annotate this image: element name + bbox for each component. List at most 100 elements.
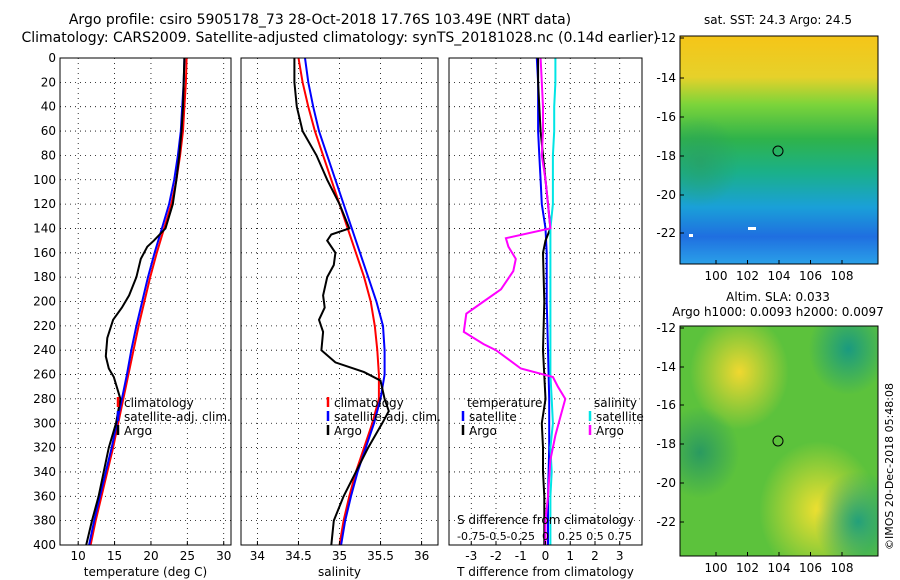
y-tick-label: 20 <box>41 75 56 89</box>
map-x-tick-label: 100 <box>705 561 728 575</box>
footer-credit: ©IMOS 20-Dec-2018 05:48:08 <box>883 383 896 550</box>
y-tick-label: 100 <box>33 173 56 187</box>
y-tick-label: 140 <box>33 221 56 235</box>
secondary-tick-label: -0.5 <box>485 530 506 543</box>
x-tick-label: 35 <box>332 549 347 563</box>
y-tick-label: 240 <box>33 343 56 357</box>
secondary-tick-label: 0.25 <box>558 530 583 543</box>
map-y-tick-label: -22 <box>656 515 676 529</box>
map-x-tick-label: 104 <box>768 561 791 575</box>
y-tick-label: 260 <box>33 368 56 382</box>
map-x-tick-label: 102 <box>736 269 759 283</box>
x-axis-label: temperature (deg C) <box>84 565 207 579</box>
legend-entry: Argo <box>334 424 362 438</box>
series-line-salinity-argo <box>462 57 567 545</box>
salinity-panel: 34 34.5 35 35.5 36 salinity climatologysatelli… <box>240 57 441 579</box>
x-tick-label: 2 <box>591 549 599 563</box>
secondary-axis-label: S difference from climatology <box>457 513 634 527</box>
x-tick-label: 34 <box>250 549 265 563</box>
series-line-argo <box>293 58 390 546</box>
sla-map <box>679 325 879 557</box>
map-y-tick-label: -20 <box>656 476 676 490</box>
x-tick-label: 35.5 <box>367 549 394 563</box>
map-y-tick-label: -20 <box>656 188 676 202</box>
y-tick-label: 220 <box>33 319 56 333</box>
legend-entry-temperature: temperature <box>467 396 542 410</box>
legend-entry-salinity: salinity <box>594 396 637 410</box>
map-x-tick-label: 100 <box>705 269 728 283</box>
y-tick-label: 160 <box>33 246 56 260</box>
sla-map-title-1: Altim. SLA: 0.033 <box>726 290 830 304</box>
series-line-temperature-argo <box>537 58 552 545</box>
series-line-salinity-satellite <box>549 58 557 545</box>
legend-entry-temperature: satellite <box>469 410 517 424</box>
map-y-tick-label: -12 <box>656 31 676 45</box>
y-tick-label: 380 <box>33 514 56 528</box>
plot-frame <box>59 57 232 546</box>
y-tick-label: 300 <box>33 416 56 430</box>
map-x-tick-label: 106 <box>799 561 822 575</box>
map-y-tick-label: -16 <box>656 110 676 124</box>
map-y-tick-label: -14 <box>656 360 676 374</box>
x-tick-label: -3 <box>465 549 477 563</box>
map-x-tick-label: 104 <box>768 269 791 283</box>
x-tick-label: -2 <box>490 549 502 563</box>
x-tick-label: 36 <box>414 549 429 563</box>
legend-entry: climatology <box>334 396 404 410</box>
y-tick-label: 320 <box>33 441 56 455</box>
map-x-tick-label: 102 <box>736 561 759 575</box>
map-y-tick-label: -12 <box>656 321 676 335</box>
y-tick-label: 280 <box>33 392 56 406</box>
sst-map <box>679 35 879 265</box>
legend-entry: satellite-adj. clim. <box>124 410 231 424</box>
secondary-tick-label: 0 <box>542 530 549 543</box>
map-y-tick-label: -18 <box>656 149 676 163</box>
argo-location-marker-sst <box>772 145 784 157</box>
sst-map-axes: 100 102 104 106 108 -12 -14 -16 -18 -20 -22 <box>656 31 853 283</box>
secondary-tick-label: -0.75 <box>457 530 485 543</box>
series-line-temperature-satellite <box>535 57 551 545</box>
sla-map-axes: 100 102 104 106 108 -12 -14 -16 -18 -20 -22 <box>656 321 853 575</box>
x-tick-label: 10 <box>71 549 86 563</box>
header-line-2: Climatology: CARS2009. Satellite-adjuste… <box>21 30 658 46</box>
series-line-climatology <box>297 57 380 546</box>
x-tick-label: 15 <box>107 549 122 563</box>
x-tick-label: 0 <box>542 549 550 563</box>
y-tick-label: 40 <box>41 100 56 114</box>
y-tick-label: 340 <box>33 465 56 479</box>
x-tick-label: 20 <box>143 549 158 563</box>
legend-entry-salinity: satellite <box>596 410 644 424</box>
x-tick-label: 25 <box>180 549 195 563</box>
x-axis-label: T difference from climatology <box>456 565 634 579</box>
y-tick-label: 0 <box>48 51 56 65</box>
header-line-1: Argo profile: csiro 5905178_73 28-Oct-20… <box>69 12 571 28</box>
x-tick-label: 1 <box>566 549 574 563</box>
map-y-tick-label: -22 <box>656 226 676 240</box>
x-tick-label: 34.5 <box>285 549 312 563</box>
legend-entry-temperature: Argo <box>469 424 497 438</box>
legend-entry: climatology <box>124 396 194 410</box>
y-tick-label: 200 <box>33 295 56 309</box>
difference-panel: -3 -2 -1 0 1 2 3 T difference from climatology t… <box>448 57 644 579</box>
y-tick-label: 360 <box>33 489 56 503</box>
map-y-tick-label: -16 <box>656 398 676 412</box>
series-line-argo <box>85 57 186 546</box>
x-axis-label: salinity <box>318 565 361 579</box>
x-tick-label: 3 <box>616 549 624 563</box>
secondary-tick-label: 0.75 <box>607 530 632 543</box>
y-tick-label: 180 <box>33 270 56 284</box>
sst-map-title: sat. SST: 24.3 Argo: 24.5 <box>704 13 852 27</box>
x-tick-label: -1 <box>515 549 527 563</box>
secondary-tick-label: 0.5 <box>586 530 604 543</box>
y-tick-label: 80 <box>41 148 56 162</box>
legend-entry: satellite-adj. clim. <box>334 410 441 424</box>
y-tick-label: 60 <box>41 124 56 138</box>
secondary-tick-label: -0.25 <box>507 530 535 543</box>
map-x-tick-label: 108 <box>831 269 854 283</box>
x-tick-label: 30 <box>216 549 231 563</box>
argo-location-marker-sla <box>772 435 784 447</box>
map-x-tick-label: 108 <box>831 561 854 575</box>
map-y-tick-label: -14 <box>656 71 676 85</box>
temperature-panel: 10 15 20 25 30020406080100120140160180200220… <box>33 51 232 579</box>
